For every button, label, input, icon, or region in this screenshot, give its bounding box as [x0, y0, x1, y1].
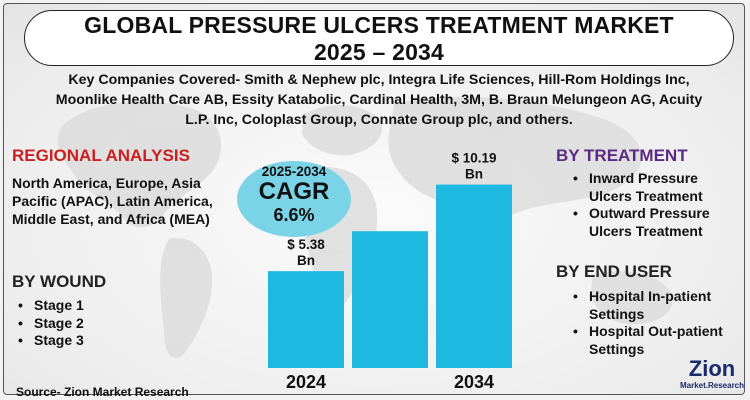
- list-item: Outward Pressure Ulcers Treatment: [567, 205, 737, 240]
- market-bar-chart: $ 5.38 Bn 2024 $ 10.19 Bn 2034: [268, 151, 512, 392]
- cagr-value: 6.6%: [273, 205, 315, 225]
- list-item: Hospital In-patient Settings: [567, 288, 737, 323]
- cagr-years: 2025-2034: [261, 164, 327, 179]
- x-tick-label: 2034: [454, 372, 494, 392]
- by-treatment-heading: BY TREATMENT: [556, 146, 688, 165]
- by-end-user-list: Hospital In-patient Settings Hospital Ou…: [567, 288, 737, 358]
- by-wound-heading: BY WOUND: [12, 272, 107, 291]
- list-item: Stage 2: [12, 315, 212, 333]
- logo-sub-text: Market.Research: [680, 381, 744, 390]
- list-item: Hospital Out-patient Settings: [567, 323, 737, 358]
- list-item: Stage 3: [12, 332, 212, 350]
- data-label: $ 5.38 Bn: [287, 237, 325, 268]
- regional-analysis-heading: REGIONAL ANALYSIS: [12, 146, 190, 165]
- infographic-frame: GLOBAL PRESSURE ULCERS TREATMENT MARKET …: [3, 3, 745, 399]
- bar-2034: [436, 184, 512, 368]
- zion-logo: Zion Market.Research: [680, 356, 744, 390]
- bar-2029-interim: [352, 231, 428, 368]
- by-treatment-list: Inward Pressure Ulcers Treatment Outward…: [567, 170, 737, 240]
- list-item: Inward Pressure Ulcers Treatment: [567, 170, 737, 205]
- title-line-1: GLOBAL PRESSURE ULCERS TREATMENT MARKET: [84, 12, 674, 38]
- cagr-label: CAGR: [258, 178, 330, 205]
- x-tick-label: 2024: [286, 372, 326, 392]
- data-label: $ 10.19 Bn: [451, 151, 496, 182]
- by-wound-list: Stage 1 Stage 2 Stage 3: [12, 297, 212, 350]
- by-end-user-heading: BY END USER: [556, 262, 672, 281]
- cagr-bubble: 2025-2034 CAGR 6.6%: [237, 161, 351, 237]
- bar-2024: [268, 271, 344, 368]
- list-item: Stage 1: [12, 297, 212, 315]
- logo-main-text: Zion: [689, 356, 735, 381]
- source-note: Source- Zion Market Research: [16, 385, 189, 399]
- title-line-2: 2025 – 2034: [313, 39, 445, 65]
- title-banner: GLOBAL PRESSURE ULCERS TREATMENT MARKET …: [24, 10, 734, 66]
- regional-analysis-text: North America, Europe, Asia Pacific (APA…: [12, 175, 213, 227]
- key-companies-text: Key Companies Covered- Smith & Nephew pl…: [55, 72, 703, 128]
